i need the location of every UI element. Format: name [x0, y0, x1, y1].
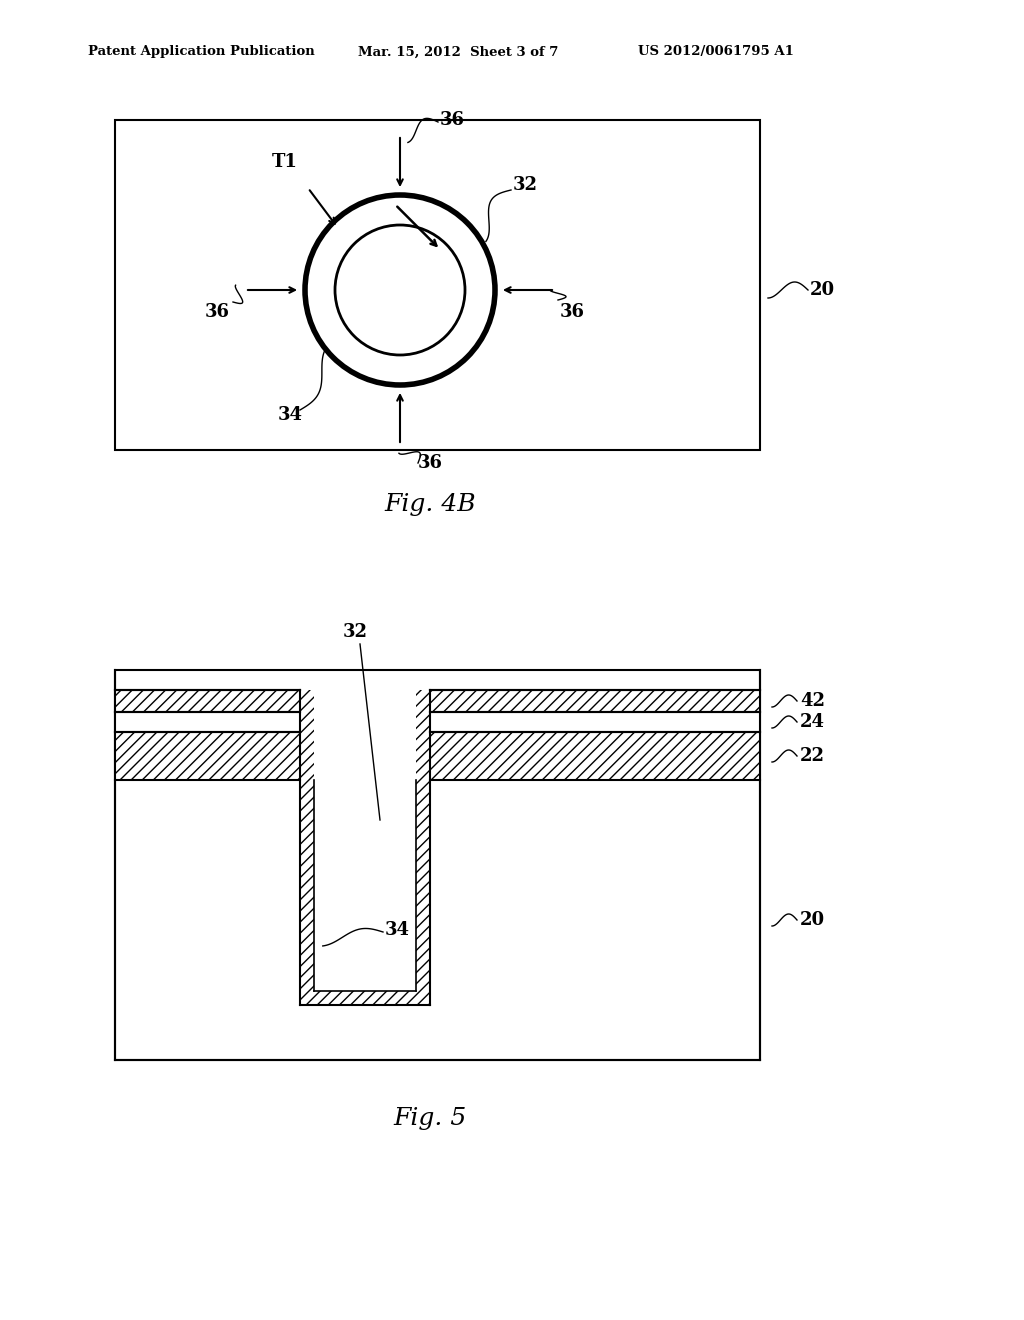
Text: 36: 36: [440, 111, 465, 129]
Bar: [300, 690, 314, 1005]
Text: 36: 36: [205, 304, 230, 321]
Bar: [430, 733, 760, 780]
Bar: [115, 120, 760, 450]
Text: T1: T1: [272, 153, 298, 172]
Text: 20: 20: [800, 911, 825, 929]
Bar: [300, 991, 430, 1005]
Bar: [115, 671, 760, 1060]
Bar: [430, 690, 760, 711]
Bar: [416, 690, 430, 1005]
Bar: [115, 711, 300, 733]
Bar: [430, 711, 760, 733]
Bar: [115, 690, 300, 711]
Text: 34: 34: [385, 921, 410, 939]
Text: US 2012/0061795 A1: US 2012/0061795 A1: [638, 45, 794, 58]
Text: Patent Application Publication: Patent Application Publication: [88, 45, 314, 58]
Text: 32: 32: [342, 623, 368, 642]
Text: 22: 22: [800, 747, 825, 766]
Circle shape: [305, 195, 495, 385]
Text: 24: 24: [800, 713, 825, 731]
Text: 36: 36: [418, 454, 443, 473]
Text: 20: 20: [810, 281, 836, 300]
Text: Fig. 5: Fig. 5: [393, 1106, 467, 1130]
Text: Fig. 4B: Fig. 4B: [384, 494, 476, 516]
Bar: [115, 733, 300, 780]
Text: 34: 34: [278, 407, 302, 424]
Text: 32: 32: [513, 176, 538, 194]
Circle shape: [335, 224, 465, 355]
Text: 36: 36: [560, 304, 585, 321]
Text: Mar. 15, 2012  Sheet 3 of 7: Mar. 15, 2012 Sheet 3 of 7: [358, 45, 558, 58]
Text: 42: 42: [800, 692, 825, 710]
